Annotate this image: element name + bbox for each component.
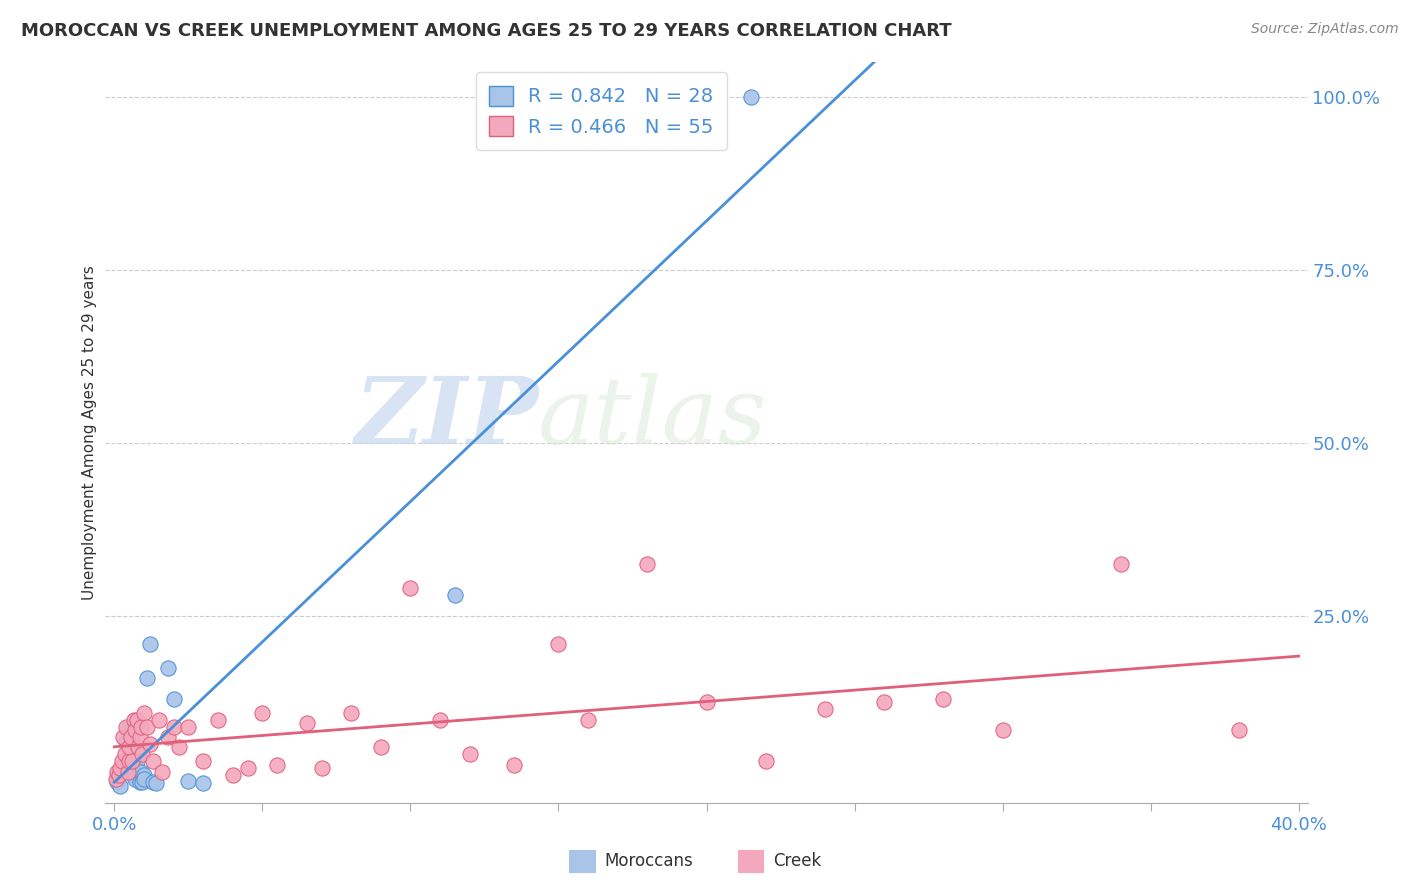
- Point: [150, 764, 173, 779]
- Point: [576, 713, 599, 727]
- Point: [814, 702, 837, 716]
- Point: [114, 747, 136, 762]
- Point: [252, 706, 274, 720]
- Point: [112, 730, 135, 744]
- Point: [443, 588, 465, 602]
- Point: [107, 768, 129, 782]
- Point: [118, 720, 141, 734]
- Point: [266, 757, 288, 772]
- Point: [131, 775, 153, 789]
- Point: [156, 661, 179, 675]
- Point: [191, 776, 214, 790]
- Point: [1109, 557, 1132, 571]
- Point: [1229, 723, 1251, 738]
- Point: [311, 761, 333, 775]
- Point: [177, 720, 200, 734]
- Point: [132, 706, 155, 720]
- Legend: R = 0.842   N = 28, R = 0.466   N = 55: R = 0.842 N = 28, R = 0.466 N = 55: [475, 72, 727, 150]
- Point: [128, 775, 150, 789]
- Point: [122, 768, 145, 782]
- Point: [222, 768, 245, 782]
- Point: [755, 754, 778, 768]
- Point: [177, 773, 200, 788]
- Point: [932, 692, 955, 706]
- Point: [127, 747, 149, 762]
- Text: Source: ZipAtlas.com: Source: ZipAtlas.com: [1251, 22, 1399, 37]
- Point: [503, 757, 526, 772]
- Point: [105, 764, 128, 779]
- Point: [162, 720, 184, 734]
- Point: [696, 696, 718, 710]
- Point: [162, 692, 184, 706]
- Point: [142, 754, 165, 768]
- Point: [991, 723, 1014, 738]
- Point: [121, 723, 143, 738]
- Point: [127, 740, 149, 755]
- Text: atlas: atlas: [538, 373, 768, 463]
- Point: [129, 720, 152, 734]
- Point: [142, 775, 165, 789]
- Point: [110, 779, 132, 793]
- Point: [118, 740, 141, 755]
- Point: [370, 740, 392, 755]
- Point: [139, 737, 162, 751]
- Point: [156, 730, 179, 744]
- Point: [148, 713, 170, 727]
- Point: [121, 754, 143, 768]
- Text: Creek: Creek: [773, 852, 821, 870]
- Point: [124, 723, 146, 738]
- Point: [429, 713, 451, 727]
- Point: [129, 764, 152, 779]
- Text: MOROCCAN VS CREEK UNEMPLOYMENT AMONG AGES 25 TO 29 YEARS CORRELATION CHART: MOROCCAN VS CREEK UNEMPLOYMENT AMONG AGE…: [21, 22, 952, 40]
- Point: [118, 726, 141, 740]
- Point: [399, 582, 422, 596]
- Point: [128, 730, 150, 744]
- Text: Moroccans: Moroccans: [605, 852, 693, 870]
- Point: [169, 740, 191, 755]
- Point: [111, 754, 134, 768]
- Point: [873, 696, 896, 710]
- Point: [125, 754, 148, 768]
- Point: [132, 768, 155, 782]
- Point: [111, 764, 134, 779]
- Point: [547, 637, 569, 651]
- Point: [118, 754, 141, 768]
- Point: [104, 772, 127, 786]
- Y-axis label: Unemployment Among Ages 25 to 29 years: Unemployment Among Ages 25 to 29 years: [82, 265, 97, 600]
- Point: [740, 90, 762, 104]
- Point: [120, 730, 142, 744]
- Point: [105, 775, 128, 789]
- Point: [135, 720, 157, 734]
- Point: [125, 713, 148, 727]
- Point: [636, 557, 658, 571]
- Point: [117, 764, 139, 779]
- Point: [132, 772, 155, 786]
- Point: [115, 720, 138, 734]
- Point: [122, 713, 145, 727]
- Point: [131, 747, 153, 762]
- Point: [191, 754, 214, 768]
- Point: [110, 761, 132, 775]
- Point: [458, 747, 481, 762]
- Point: [115, 733, 138, 747]
- Point: [340, 706, 363, 720]
- Point: [236, 761, 259, 775]
- Text: ZIP: ZIP: [354, 373, 538, 463]
- Point: [120, 740, 142, 755]
- Point: [124, 772, 146, 786]
- Point: [135, 671, 157, 685]
- Point: [124, 761, 146, 775]
- Point: [207, 713, 229, 727]
- Point: [295, 716, 318, 731]
- Point: [139, 637, 162, 651]
- Point: [145, 776, 167, 790]
